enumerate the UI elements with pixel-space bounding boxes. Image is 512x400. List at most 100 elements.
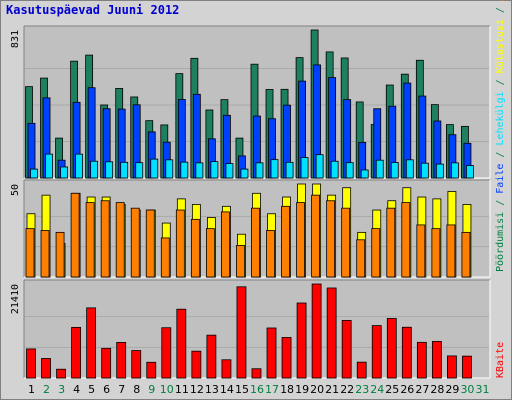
reports-bar-day-22 — [341, 207, 351, 278]
x-tick-day-17: 17 — [265, 383, 279, 396]
x-tick-day-18: 18 — [280, 383, 294, 396]
reports-bar-day-9 — [145, 209, 155, 278]
x-tick-day-8: 8 — [133, 383, 140, 396]
kbytes-bar-day-16 — [251, 368, 262, 379]
reports-bar-day-1 — [25, 228, 35, 278]
pages-bar-day-26 — [405, 159, 414, 179]
pages-bar-day-1 — [30, 168, 38, 179]
series-legend-top-part-2: Faile — [495, 164, 506, 194]
x-tick-day-14: 14 — [220, 383, 234, 396]
series-legend-top-part-8: Aruanded — [495, 0, 506, 1]
x-tick-day-28: 28 — [430, 383, 444, 396]
pages-bar-day-12 — [195, 162, 204, 179]
pages-bar-day-17 — [270, 159, 279, 179]
kbytes-bar-day-2 — [41, 358, 51, 379]
reports-bar-day-12 — [190, 218, 200, 278]
reports-bar-day-30 — [461, 231, 471, 278]
pages-bar-day-23 — [360, 169, 369, 179]
x-tick-day-11: 11 — [175, 383, 189, 396]
x-tick-day-16: 16 — [250, 383, 264, 396]
x-tick-day-12: 12 — [190, 383, 204, 396]
kbytes-bar-day-21 — [326, 287, 337, 379]
pages-bar-day-22 — [345, 162, 354, 179]
reports-bar-day-15 — [236, 244, 245, 278]
reports-bar-day-8 — [130, 207, 140, 278]
panel-1-y-max-label: 831 — [10, 30, 21, 48]
kbytes-bar-day-13 — [206, 334, 217, 379]
x-tick-day-3: 3 — [58, 383, 65, 396]
reports-bar-day-28 — [431, 228, 441, 278]
pages-bar-day-4 — [75, 153, 83, 179]
reports-bar-day-24 — [371, 228, 381, 278]
x-tick-day-24: 24 — [370, 383, 384, 396]
kbytes-bar-day-6 — [101, 347, 112, 379]
x-tick-day-31: 31 — [475, 383, 489, 396]
x-tick-day-27: 27 — [415, 383, 429, 396]
x-tick-day-26: 26 — [400, 383, 414, 396]
pages-bar-day-13 — [210, 161, 219, 179]
pages-bar-day-19 — [300, 157, 309, 179]
series-legend-bottom: KBaite — [495, 342, 506, 378]
x-tick-day-9: 9 — [148, 383, 155, 396]
x-tick-day-6: 6 — [103, 383, 110, 396]
kbytes-bar-day-30 — [462, 355, 472, 379]
pages-bar-day-9 — [150, 158, 159, 179]
x-tick-day-15: 15 — [235, 383, 249, 396]
x-tick-day-10: 10 — [160, 383, 174, 396]
kbytes-bar-day-3 — [56, 368, 66, 379]
reports-bar-day-18 — [281, 205, 290, 278]
pages-bar-day-10 — [165, 159, 174, 179]
kbytes-bar-day-27 — [416, 341, 427, 379]
x-tick-day-13: 13 — [205, 383, 219, 396]
series-legend-top-part-0: Pöördumisi — [495, 212, 506, 272]
series-legend-top-part-4: Lehekülgi — [495, 91, 506, 145]
series-legend-bottom-part-0: KBaite — [495, 342, 506, 378]
kbytes-bar-day-29 — [447, 355, 457, 379]
x-tick-day-1: 1 — [28, 383, 35, 396]
reports-bar-day-11 — [175, 209, 185, 278]
x-tick-day-22: 22 — [340, 383, 354, 396]
series-legend-top-part-3: / — [495, 146, 506, 164]
x-tick-day-2: 2 — [43, 383, 50, 396]
reports-bar-day-20 — [311, 194, 321, 278]
x-tick-day-21: 21 — [325, 383, 339, 396]
pages-bar-day-8 — [135, 162, 144, 179]
pages-bar-day-16 — [255, 162, 264, 179]
reports-bar-day-26 — [401, 202, 411, 278]
chart-title: Kasutuspäevad Juuni 2012 — [6, 3, 180, 17]
reports-bar-day-27 — [416, 224, 426, 278]
series-legend-top-part-1: / — [495, 194, 506, 212]
kbytes-bar-day-7 — [116, 341, 127, 379]
pages-bar-day-27 — [420, 162, 429, 179]
reports-bar-day-23 — [356, 239, 366, 278]
pages-bar-day-11 — [180, 161, 189, 179]
reports-bar-day-29 — [446, 224, 456, 278]
reports-bar-day-13 — [205, 228, 215, 278]
kbytes-bar-day-17 — [266, 327, 277, 379]
kbytes-bar-day-25 — [386, 318, 397, 379]
reports-bar-day-5 — [85, 202, 95, 278]
pages-bar-day-25 — [390, 162, 399, 179]
panel-2-y-max-label: 50 — [10, 184, 21, 196]
kbytes-bar-day-20 — [311, 283, 322, 379]
reports-bar-day-19 — [296, 202, 305, 278]
x-tick-day-25: 25 — [385, 383, 399, 396]
pages-bar-day-28 — [435, 163, 444, 179]
pages-bar-day-20 — [315, 154, 324, 179]
reports-bar-day-16 — [251, 207, 260, 278]
series-legend-top-part-5: / — [495, 73, 506, 91]
kbytes-bar-day-4 — [71, 326, 81, 379]
reports-bar-day-6 — [100, 200, 110, 278]
pages-bar-day-18 — [285, 161, 294, 179]
kbytes-bar-day-15 — [236, 286, 247, 379]
x-tick-day-23: 23 — [355, 383, 369, 396]
pages-bar-day-5 — [90, 160, 99, 179]
kbytes-bar-day-28 — [431, 340, 442, 379]
kbytes-bar-day-23 — [356, 361, 367, 379]
reports-bar-day-10 — [160, 237, 170, 278]
reports-bar-day-21 — [326, 200, 336, 278]
kbytes-bar-day-9 — [146, 361, 157, 379]
pages-bar-day-24 — [375, 159, 384, 179]
kbytes-bar-day-19 — [296, 302, 307, 379]
